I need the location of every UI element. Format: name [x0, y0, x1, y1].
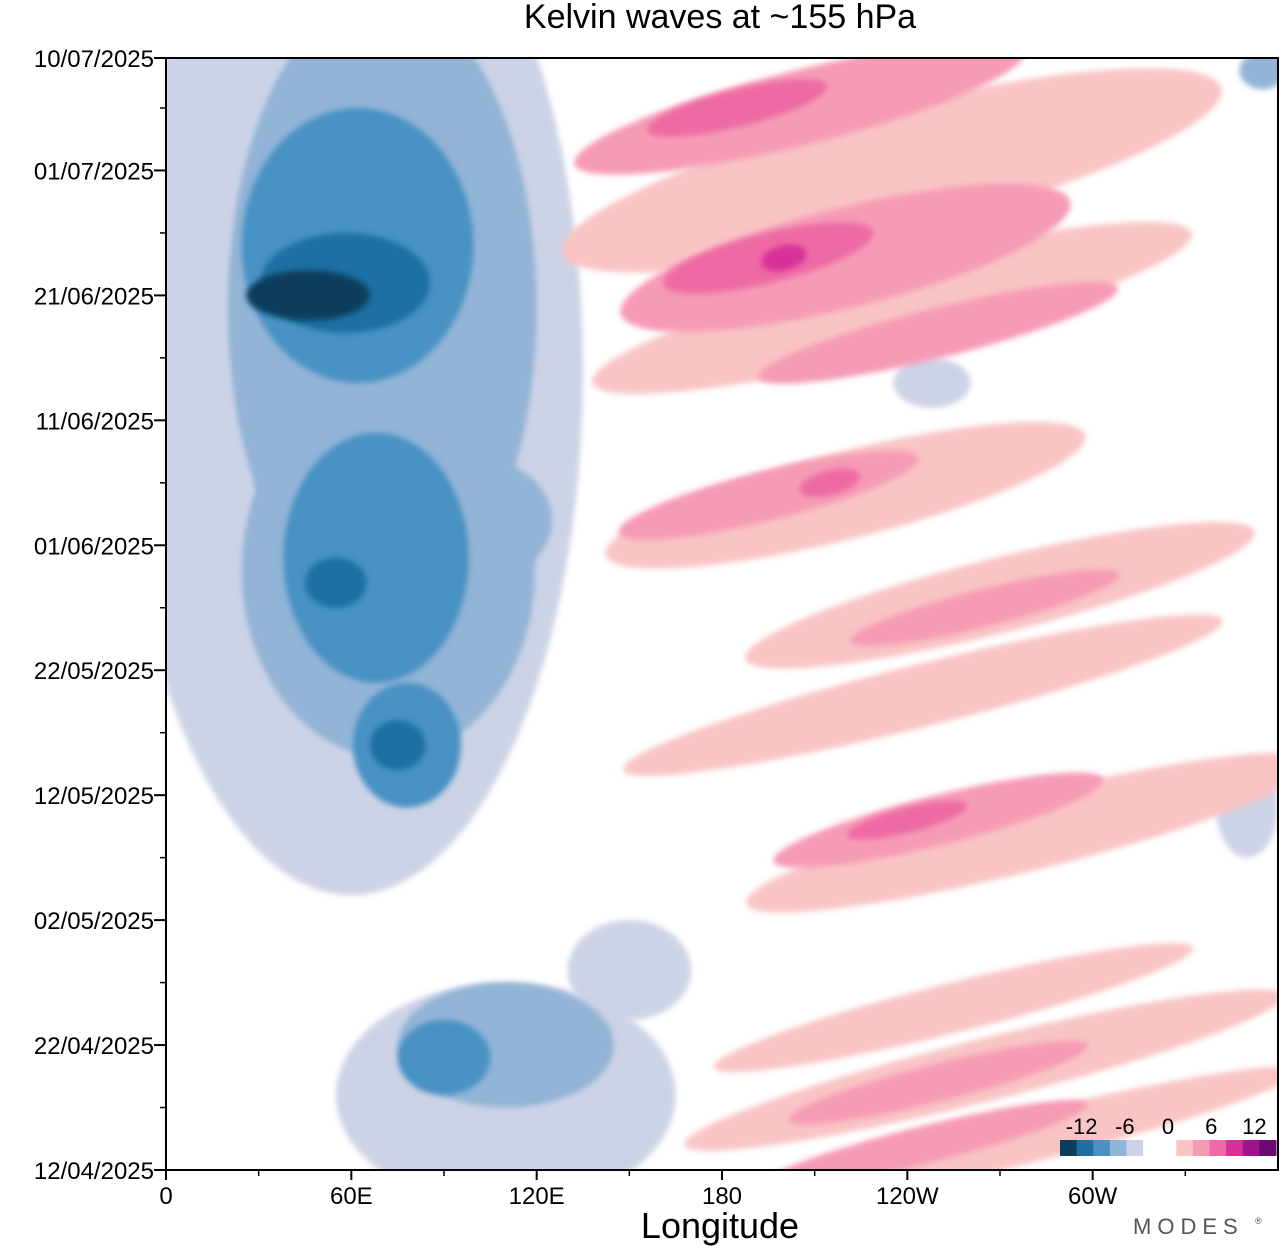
positive-anomaly-contour-23: [758, 281, 1119, 384]
x-tick-label-6: 60W: [1068, 1183, 1118, 1210]
registered-mark: ®: [1255, 1216, 1262, 1226]
negative-anomaly-contour-4: [166, 58, 259, 133]
x-tick-label-5: 120W: [876, 1183, 939, 1210]
colorbar-label-4: 6: [1205, 1114, 1217, 1139]
negative-anomaly-contour-32: [397, 1020, 491, 1096]
colorbar-swatch-11: [1226, 1140, 1244, 1156]
positive-anomaly-contour-40: [761, 244, 807, 272]
modes-watermark: MODES: [1133, 1214, 1244, 1239]
positive-anomaly-contour-13: [713, 943, 1194, 1073]
x-tick-label-1: 0: [159, 1183, 172, 1210]
positive-anomaly-contour-33: [647, 79, 828, 137]
colorbar-label-5: 12: [1242, 1114, 1266, 1139]
y-tick-label-4: 12/05/2025: [34, 783, 154, 810]
colorbar-label-2: -6: [1115, 1114, 1135, 1139]
x-tick-label-3: 120E: [509, 1183, 565, 1210]
positive-anomaly-contour-25: [849, 569, 1120, 646]
x-axis: 0 60E 120E 180 120W 60W: [159, 1170, 1187, 1210]
positive-anomaly-contour-11: [622, 614, 1223, 776]
colorbar-swatch-5: [1126, 1140, 1144, 1156]
x-axis-label: Longitude: [641, 1205, 799, 1246]
y-tick-label-8: 21/06/2025: [34, 283, 154, 310]
positive-anomaly-contour-35: [799, 468, 861, 498]
y-tick-label-10: 10/07/2025: [34, 46, 154, 73]
positive-anomaly-contour-12: [746, 752, 1278, 913]
positive-anomaly-contour-8: [591, 221, 1192, 394]
colorbar-swatch-10: [1209, 1140, 1227, 1156]
colorbar-swatch-12: [1242, 1140, 1260, 1156]
colorbar-label-1: -12: [1066, 1114, 1098, 1139]
colorbar-label-3: 0: [1162, 1114, 1174, 1139]
x-tick-label-2: 60E: [330, 1183, 373, 1210]
negative-anomaly-contour-30: [283, 432, 469, 683]
negative-anomaly-contour-2: [567, 920, 692, 1021]
colorbar-swatch-7: [1159, 1140, 1177, 1156]
y-axis: 12/04/2025 22/04/2025 02/05/2025 12/05/2025…: [34, 46, 166, 1185]
colorbar-swatch-2: [1076, 1140, 1094, 1156]
colorbar-legend: -12 -6 0 6 12: [1060, 1114, 1277, 1156]
chart-title: Kelvin waves at ~155 hPa: [524, 0, 916, 36]
positive-anomaly-contour-27: [788, 1040, 1089, 1125]
negative-anomaly-contour-38: [305, 557, 367, 608]
x-tick-label-4: 180: [702, 1183, 742, 1210]
y-tick-label-2: 22/04/2025: [34, 1033, 154, 1060]
colorbar-swatch-6: [1143, 1140, 1161, 1156]
positive-anomaly-contour-7: [561, 68, 1222, 273]
y-tick-label-5: 22/05/2025: [34, 658, 154, 685]
positive-anomaly-contour-36: [847, 800, 968, 840]
positive-anomaly-contour-15: [700, 1066, 1278, 1170]
positive-anomaly-contour-21: [574, 58, 1025, 175]
colorbar-swatch-1: [1060, 1140, 1078, 1156]
negative-anomaly-contour-39: [369, 720, 426, 771]
negative-anomaly-contour-20: [1239, 58, 1278, 90]
positive-anomaly-contour-22: [620, 183, 1071, 333]
colorbar-swatch-13: [1259, 1140, 1277, 1156]
positive-anomaly-contour-28: [757, 1100, 1088, 1170]
y-tick-label-9: 01/07/2025: [34, 158, 154, 185]
colorbar-swatch-3: [1093, 1140, 1111, 1156]
colorbar-swatch-8: [1176, 1140, 1194, 1156]
negative-anomaly-contour-6: [893, 357, 971, 408]
y-tick-label-3: 02/05/2025: [34, 908, 154, 935]
y-tick-label-7: 11/06/2025: [36, 408, 154, 435]
colorbar-swatch-4: [1109, 1140, 1127, 1156]
y-tick-label-1: 12/04/2025: [34, 1158, 154, 1185]
colorbar-swatch-9: [1192, 1140, 1211, 1156]
y-tick-label-6: 01/06/2025: [34, 533, 154, 560]
contour-field: [166, 58, 1278, 1170]
negative-anomaly-contour-41: [246, 270, 370, 321]
